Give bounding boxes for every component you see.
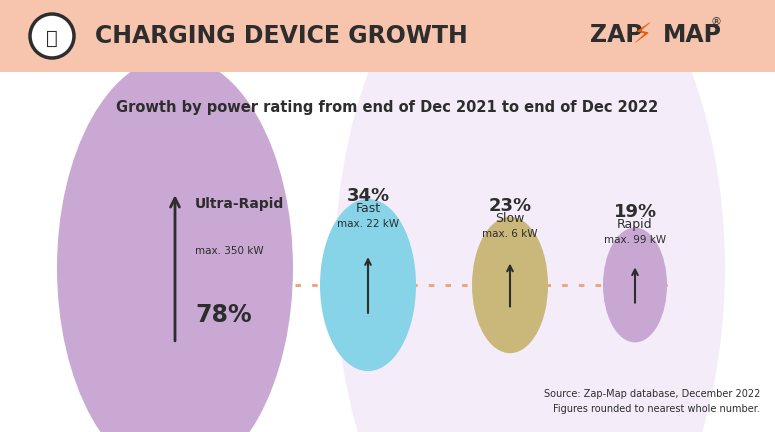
Ellipse shape <box>603 228 667 343</box>
Text: Slow: Slow <box>495 212 525 225</box>
Text: 23%: 23% <box>488 197 532 215</box>
Text: Source: Zap-Map database, December 2022
Figures rounded to nearest whole number.: Source: Zap-Map database, December 2022 … <box>543 389 760 414</box>
Text: Growth by power rating from end of Dec 2021 to end of Dec 2022: Growth by power rating from end of Dec 2… <box>116 100 659 115</box>
Text: Rapid: Rapid <box>617 218 653 231</box>
Text: ⚡: ⚡ <box>632 21 652 49</box>
Ellipse shape <box>320 199 416 371</box>
Text: max. 350 kW: max. 350 kW <box>195 246 264 256</box>
Text: 34%: 34% <box>346 187 390 205</box>
Text: 78%: 78% <box>195 302 252 327</box>
Text: MAP: MAP <box>663 23 722 47</box>
Text: CHARGING DEVICE GROWTH: CHARGING DEVICE GROWTH <box>95 24 468 48</box>
Text: max. 22 kW: max. 22 kW <box>337 219 399 229</box>
Text: max. 6 kW: max. 6 kW <box>482 229 538 239</box>
Text: Fast: Fast <box>356 202 381 215</box>
Circle shape <box>30 14 74 58</box>
Ellipse shape <box>472 217 548 353</box>
Text: max. 99 kW: max. 99 kW <box>604 235 666 245</box>
Ellipse shape <box>57 56 293 432</box>
Text: ®: ® <box>710 17 721 27</box>
Ellipse shape <box>335 0 725 432</box>
Text: ZAP: ZAP <box>590 23 642 47</box>
Text: 19%: 19% <box>614 203 656 221</box>
Text: Ultra-Rapid: Ultra-Rapid <box>195 197 284 212</box>
Text: 🕐: 🕐 <box>46 29 58 48</box>
